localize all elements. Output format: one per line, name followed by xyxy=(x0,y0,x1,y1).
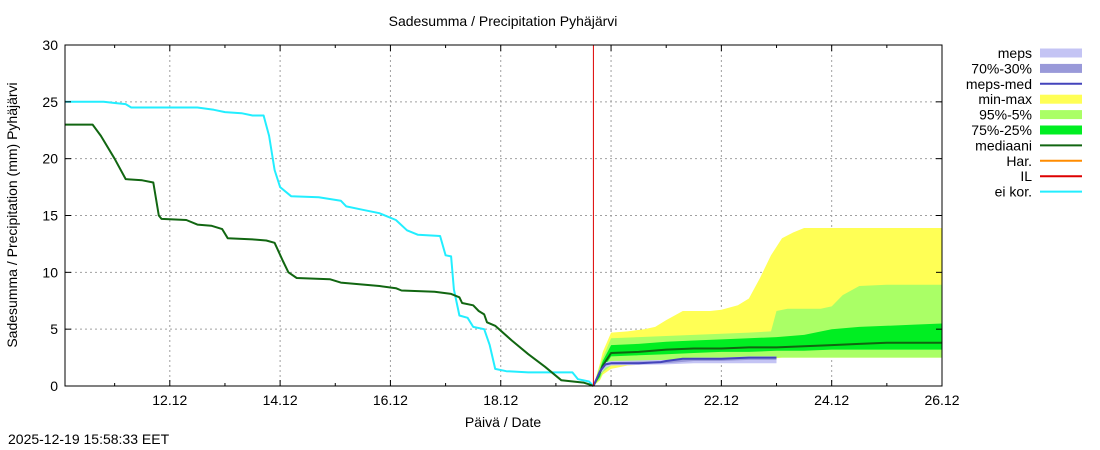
legend-swatch-p95 xyxy=(1040,110,1082,120)
legend-label-meps: meps xyxy=(998,45,1032,61)
line-ei-kor xyxy=(65,100,595,387)
y-axis-label: Sadesumma / Precipitation (mm) Pyhäjärvi xyxy=(4,82,20,347)
x-tick-label: 26.12 xyxy=(924,392,959,408)
x-tick-label: 16.12 xyxy=(373,392,408,408)
legend-swatch-minmax xyxy=(1040,94,1082,104)
timestamp: 2025-12-19 15:58:33 EET xyxy=(8,431,170,447)
legend-label-minmax: min-max xyxy=(978,91,1032,107)
line-mediaani-forecast xyxy=(592,341,942,387)
chart-title: Sadesumma / Precipitation Pyhäjärvi xyxy=(389,13,618,29)
y-tick-label: 15 xyxy=(42,208,58,224)
legend-label-median: mediaani xyxy=(975,137,1032,153)
y-tick-label: 25 xyxy=(42,94,58,110)
legend-label-meps70: 70%-30% xyxy=(971,60,1032,76)
x-tick-label: 14.12 xyxy=(263,392,298,408)
x-axis-label: Päivä / Date xyxy=(465,414,541,430)
legend-label-p95: 95%-5% xyxy=(979,107,1032,123)
x-tick-label: 12.12 xyxy=(152,392,187,408)
legend-swatch-p75 xyxy=(1040,125,1082,135)
legend-label-har: Har. xyxy=(1006,153,1032,169)
y-tick-label: 5 xyxy=(50,321,58,337)
y-tick-label: 30 xyxy=(42,37,58,53)
y-tick-label: 20 xyxy=(42,151,58,167)
x-tick-label: 22.12 xyxy=(704,392,739,408)
legend-label-p75: 75%-25% xyxy=(971,122,1032,138)
legend-label-il: IL xyxy=(1020,168,1032,184)
line-mediaani-observed xyxy=(65,123,594,387)
band-75-25 xyxy=(593,323,942,386)
legend-label-mepsmed: meps-med xyxy=(966,76,1032,92)
legend-swatch-meps xyxy=(1040,48,1082,58)
y-tick-label: 10 xyxy=(42,264,58,280)
line-meps-med xyxy=(592,356,777,387)
legend-swatch-meps70 xyxy=(1040,63,1082,73)
x-tick-label: 24.12 xyxy=(814,392,849,408)
x-tick-label: 20.12 xyxy=(594,392,629,408)
x-tick-label: 18.12 xyxy=(483,392,518,408)
y-tick-label: 0 xyxy=(50,378,58,394)
legend-label-eikor: ei kor. xyxy=(995,184,1032,200)
